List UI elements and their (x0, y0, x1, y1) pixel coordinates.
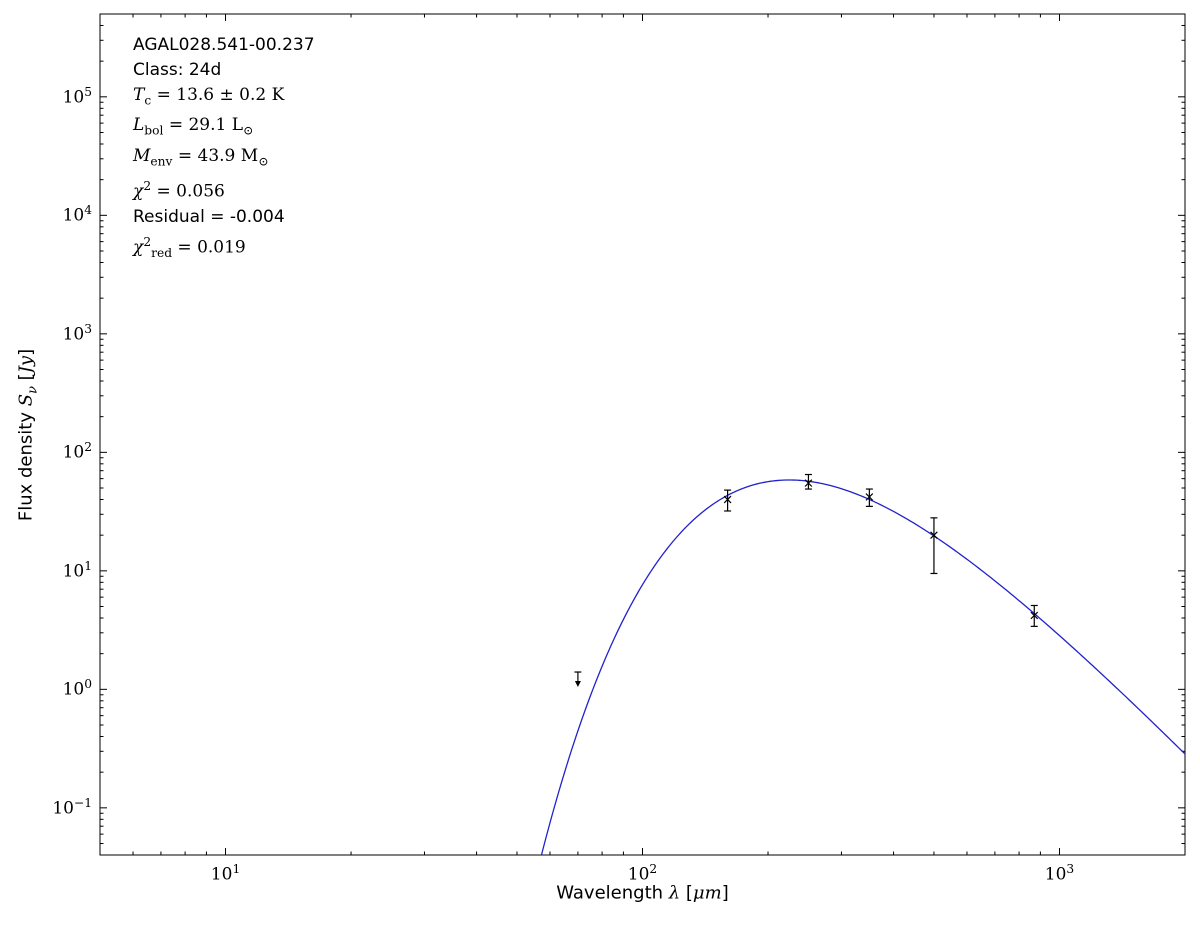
fit-curve (540, 479, 1186, 856)
data-point (723, 489, 732, 512)
data-point (804, 473, 813, 490)
point-marker (1030, 611, 1039, 620)
point-marker (865, 493, 874, 501)
upper-limit-point (574, 671, 582, 688)
down-arrow-icon (574, 681, 581, 688)
data-point (865, 488, 874, 507)
plot-frame (99, 13, 1186, 856)
point-marker (930, 531, 938, 539)
point-marker (804, 479, 813, 487)
data-point (930, 517, 938, 575)
point-marker (723, 495, 732, 504)
data-point (1030, 604, 1039, 627)
